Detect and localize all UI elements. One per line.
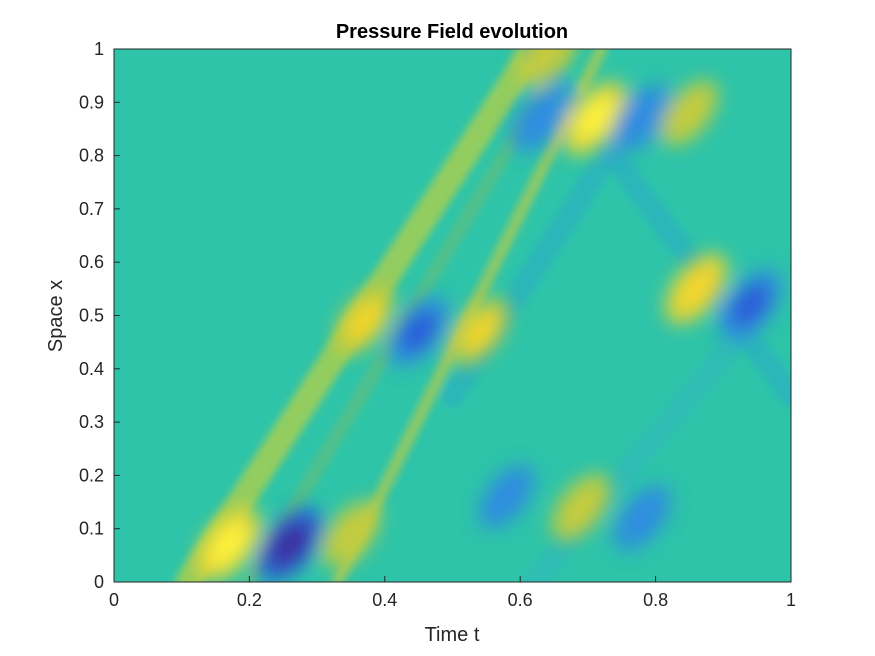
negative-pressure-blob bbox=[612, 484, 672, 552]
y-tick-label: 0.7 bbox=[79, 199, 104, 219]
y-tick-label: 0.5 bbox=[79, 306, 104, 326]
negative-pressure-blob bbox=[478, 464, 536, 530]
positive-pressure-blob bbox=[664, 252, 728, 325]
negative-pressure-blob bbox=[510, 84, 571, 153]
y-tick-label: 0 bbox=[94, 572, 104, 592]
y-tick-label: 0.4 bbox=[79, 359, 104, 379]
y-tick-label: 0.9 bbox=[79, 92, 104, 112]
heatmap-features bbox=[196, 49, 783, 582]
y-tick-label: 0.1 bbox=[79, 519, 104, 539]
x-tick-label: 0.2 bbox=[237, 590, 262, 610]
x-tick-label: 0 bbox=[109, 590, 119, 610]
y-tick-label: 0.6 bbox=[79, 252, 104, 272]
y-tick-label: 0.3 bbox=[79, 412, 104, 432]
chart-title: Pressure Field evolution bbox=[336, 21, 568, 43]
positive-pressure-blob bbox=[551, 473, 612, 542]
y-ticks: 0 0.1 0.2 0.3 0.4 0.5 0.6 0.7 0.8 0.9 1 bbox=[79, 39, 120, 592]
positive-pressure-blob bbox=[334, 286, 395, 356]
y-tick-label: 1 bbox=[94, 39, 104, 59]
x-ticks: 0 0.2 0.4 0.6 0.8 1 bbox=[109, 576, 796, 610]
y-axis-label: Space x bbox=[45, 280, 67, 352]
positive-pressure-blob bbox=[196, 507, 262, 582]
positive-pressure-blob bbox=[449, 296, 510, 367]
positive-pressure-blob bbox=[562, 81, 628, 156]
x-axis-label: Time t bbox=[425, 624, 480, 646]
x-tick-label: 0.6 bbox=[508, 590, 533, 610]
x-tick-label: 0.4 bbox=[372, 590, 397, 610]
positive-pressure-blob bbox=[660, 79, 719, 147]
x-tick-label: 1 bbox=[786, 590, 796, 610]
x-tick-label: 0.8 bbox=[643, 590, 668, 610]
positive-pressure-blob bbox=[321, 499, 381, 569]
y-tick-label: 0.8 bbox=[79, 146, 104, 166]
negative-pressure-blob bbox=[612, 84, 672, 153]
negative-pressure-blob bbox=[387, 295, 450, 368]
negative-pressure-blob bbox=[718, 268, 783, 342]
negative-pressure-blob bbox=[256, 507, 324, 582]
y-tick-label: 0.2 bbox=[79, 465, 104, 485]
heatmap-field bbox=[175, 49, 791, 582]
positive-pressure-blob bbox=[517, 49, 578, 89]
